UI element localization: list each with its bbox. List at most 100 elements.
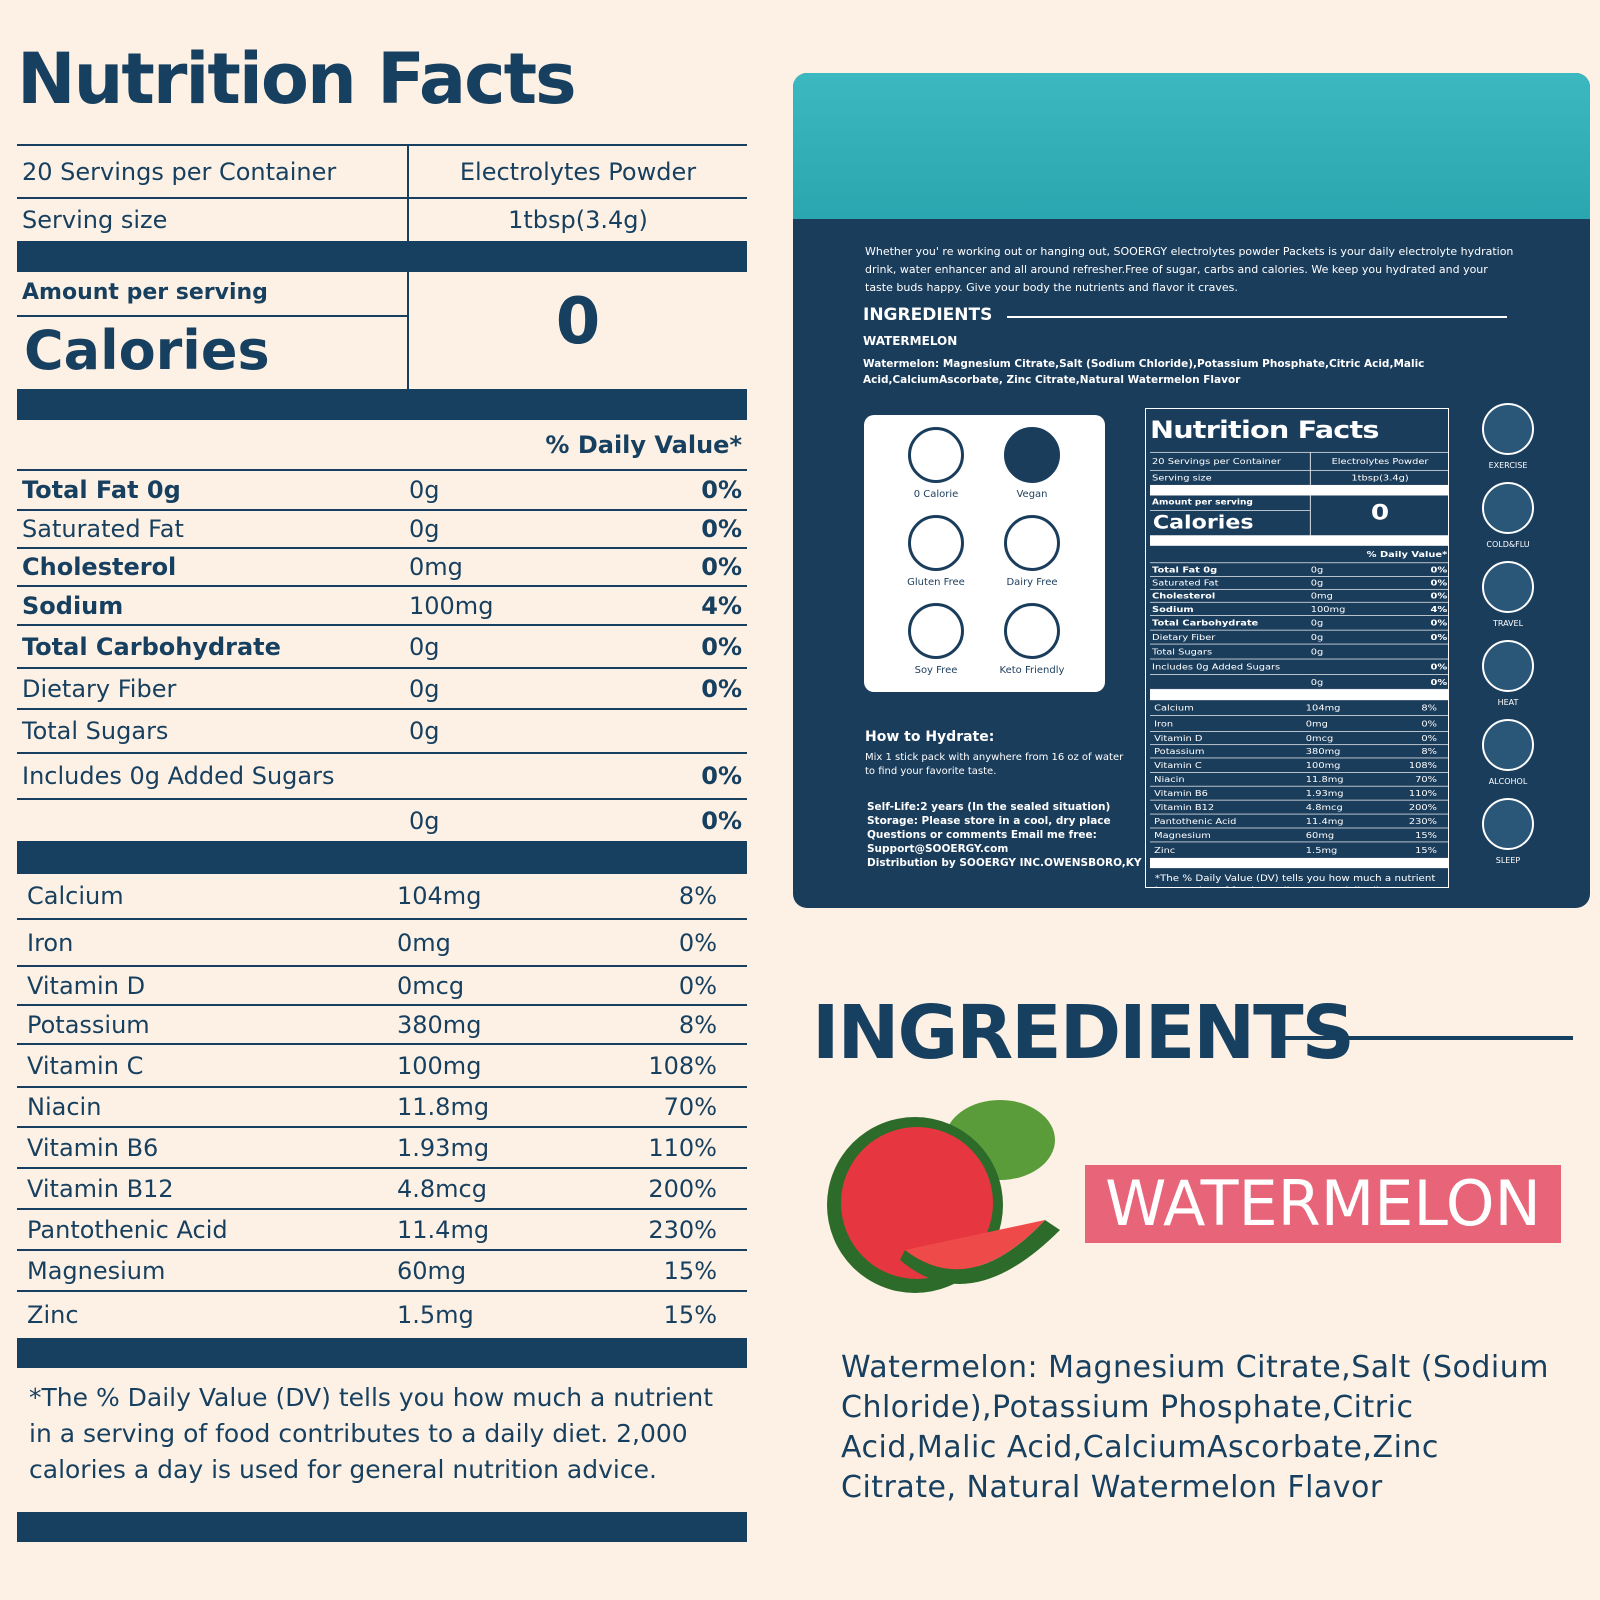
nutrient-row: Total Fat 0g 0g 0% xyxy=(17,471,747,511)
vitamin-amount: 60mg xyxy=(1305,830,1335,840)
amount-per-serving: Amount per serving xyxy=(1150,495,1310,511)
nutrient-name: Sodium xyxy=(1152,604,1194,614)
info-line: Self-Life:2 years (In the sealed situati… xyxy=(867,801,1111,813)
nutrient-name: Includes 0g Added Sugars xyxy=(22,762,335,790)
vitamin-dv: 8% xyxy=(678,1010,717,1039)
vitamin-amount: 380mg xyxy=(397,1010,482,1039)
vitamin-name: Potassium xyxy=(1154,746,1205,757)
use-label: SLEEP xyxy=(1495,856,1521,865)
vitamin-amount: 1.5mg xyxy=(1305,845,1338,855)
nutrient-name: Total Fat 0g xyxy=(1152,564,1218,575)
vitamin-amount: 11.8mg xyxy=(1305,774,1344,785)
serving-size: 1tbsp(3.4g) xyxy=(508,206,648,234)
vitamin-name: Magnesium xyxy=(1154,830,1211,840)
vitamin-name: Pantothenic Acid xyxy=(1154,816,1237,826)
use-icon xyxy=(1482,561,1534,613)
label-title: Nutrition Facts xyxy=(1150,409,1448,453)
nutrient-dv: 0% xyxy=(701,762,742,790)
footnote: *The % Daily Value (DV) tells you how mu… xyxy=(1154,873,1436,887)
nutrient-row: Dietary Fiber 0g 0% xyxy=(1150,630,1448,645)
use-item: SLEEP xyxy=(1458,798,1558,877)
daily-value-header: % Daily Value* xyxy=(545,430,742,459)
vitamin-row: Pantothenic Acid 11.4mg 230% xyxy=(17,1210,747,1251)
package-ingredients: Watermelon: Magnesium Citrate,Salt (Sodi… xyxy=(863,358,1425,386)
nutrient-row: Total Sugars 0g xyxy=(17,710,747,754)
use-icon xyxy=(1482,482,1534,534)
calories-left: Amount per serving Calories xyxy=(1150,495,1311,536)
product: Electrolytes Powder xyxy=(1331,456,1429,467)
badge-label: Vegan xyxy=(1016,489,1048,500)
nutrient-row: Cholesterol 0mg 0% xyxy=(1150,590,1448,603)
vitamin-amount: 11.4mg xyxy=(397,1215,490,1244)
vitamin-amount: 100mg xyxy=(397,1051,482,1080)
vitamin-dv: 15% xyxy=(663,1301,717,1329)
nutrient-row: Sodium 100mg 4% xyxy=(17,587,747,626)
nutrient-dv: 4% xyxy=(701,591,742,620)
use-item: TRAVEL xyxy=(1458,561,1558,640)
nutrient-dv: 4% xyxy=(1430,604,1448,614)
nutrient-row: Saturated Fat 0g 0% xyxy=(1150,577,1448,590)
vitamin-amount: 0mcg xyxy=(397,971,465,1000)
row: Serving size 1tbsp(3.4g) xyxy=(17,199,747,241)
nutrient-name: Total Carbohydrate xyxy=(22,632,281,661)
nutrient-name: Sodium xyxy=(22,591,124,620)
use-label: HEAT xyxy=(1497,698,1519,707)
vitamin-amount: 60mg xyxy=(397,1256,467,1285)
vitamin-row: Niacin 11.8mg 70% xyxy=(1150,773,1448,787)
package-info: Self-Life:2 years (In the sealed situati… xyxy=(867,800,1182,870)
use-item: ALCOHOL xyxy=(1458,719,1558,798)
vitamin-name: Vitamin B6 xyxy=(1154,788,1208,798)
nutrient-amount: 0g xyxy=(409,632,440,661)
badge-label: Dairy Free xyxy=(1006,577,1058,588)
rule xyxy=(1283,1036,1573,1040)
vitamin-name: Vitamin C xyxy=(1154,760,1202,771)
vitamin-dv: 8% xyxy=(678,882,717,910)
nutrient-dv: 0% xyxy=(1430,618,1448,628)
divider-bar xyxy=(1150,689,1448,701)
vitamin-dv: 15% xyxy=(1415,845,1437,855)
divider-bar xyxy=(17,389,747,420)
vitamin-amount: 104mg xyxy=(397,882,482,910)
nutrient-amount: 0g xyxy=(1310,646,1324,657)
package: Whether you' re working out or hanging o… xyxy=(793,73,1590,908)
package-flavor: WATERMELON xyxy=(863,334,958,348)
vitamin-name: Pantothenic Acid xyxy=(27,1215,228,1244)
amount-per-serving: Amount per serving xyxy=(17,272,407,317)
nutrient-row: Includes 0g Added Sugars 0% xyxy=(17,754,747,800)
badge-label: Keto Friendly xyxy=(999,665,1065,676)
vitamin-dv: 70% xyxy=(663,1093,717,1121)
vitamin-name: Vitamin B6 xyxy=(27,1133,159,1162)
vitamin-row: Vitamin B12 4.8mcg 200% xyxy=(1150,800,1448,815)
vitamin-row: Zinc 1.5mg 15% xyxy=(1150,842,1448,858)
nutrient-row: Total Carbohydrate 0g 0% xyxy=(17,626,747,669)
vitamin-row: Calcium 104mg 8% xyxy=(1150,700,1448,716)
nutrient-row: Dietary Fiber 0g 0% xyxy=(17,669,747,710)
use-label: COLD&FLU xyxy=(1486,540,1530,549)
nutrient-amount: 0g xyxy=(1310,618,1324,628)
nutrient-name: Cholesterol xyxy=(22,553,177,581)
use-icon xyxy=(1482,798,1534,850)
nutrient-name: Saturated Fat xyxy=(22,515,184,543)
badge: Vegan xyxy=(982,427,1082,500)
vitamin-dv: 110% xyxy=(1408,788,1437,798)
vitamin-amount: 11.4mg xyxy=(1305,816,1344,826)
vitamin-name: Vitamin D xyxy=(1154,733,1203,743)
calories-block: Amount per serving Calories 0 xyxy=(17,272,747,389)
flavor-tag: WATERMELON xyxy=(1085,1165,1561,1243)
divider-bar xyxy=(17,1338,747,1368)
mini-nutrition-label: Nutrition Facts 20 Servings per Container… xyxy=(1150,409,1448,887)
calories-label: Calories xyxy=(1152,511,1254,533)
nutrient-amount: 100mg xyxy=(409,591,494,620)
nutrient-amount: 0g xyxy=(1310,632,1324,642)
vitamin-dv: 108% xyxy=(1408,760,1437,771)
vitamin-name: Magnesium xyxy=(27,1256,166,1285)
row: % Daily Value* xyxy=(1150,546,1448,564)
nutrient-name: Total Carbohydrate xyxy=(1152,618,1259,628)
watermelon-image xyxy=(827,1100,1060,1293)
nutrient-dv: 0% xyxy=(1430,591,1448,601)
vitamin-row: Magnesium 60mg 15% xyxy=(17,1251,747,1292)
daily-value-header: % Daily Value* xyxy=(1366,549,1448,559)
use-icon xyxy=(1482,640,1534,692)
nutrient-row: Includes 0g Added Sugars 0% xyxy=(1150,659,1448,675)
